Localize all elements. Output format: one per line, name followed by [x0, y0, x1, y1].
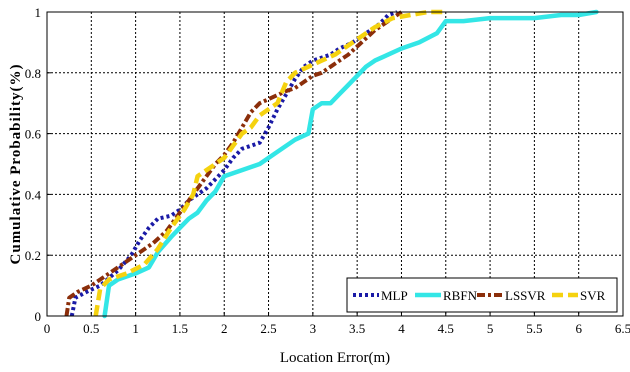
axis-ticks: 0 0.5 1 1.5 2 2.5 3 3.5 4 4.5 5 5.5 6 6.5 0 0.2 0.4 0.6 0.… [25, 5, 630, 336]
x-tick-label: 4.5 [438, 321, 454, 336]
legend-label-rbfn: RBFN [443, 288, 478, 303]
y-tick-label: 0.8 [25, 66, 41, 81]
y-tick-label: 0.4 [25, 187, 42, 202]
y-tick-label: 0.6 [25, 127, 42, 142]
legend: MLP RBFN LSSVR SVR [346, 277, 618, 313]
x-tick-label: 5.5 [526, 321, 542, 336]
x-tick-label: 3.5 [349, 321, 365, 336]
x-tick-label: 4 [398, 321, 405, 336]
legend-label-lssvr: LSSVR [505, 288, 546, 303]
y-tick-label: 0 [35, 309, 42, 324]
legend-label-svr: SVR [580, 288, 606, 303]
y-tick-label: 0.2 [25, 248, 41, 263]
series-line-mlp [69, 10, 398, 317]
y-axis-label: Cumulative Probability(%) [8, 64, 24, 265]
x-tick-label: 6.5 [615, 321, 630, 336]
series-line-rbfn [102, 9, 599, 319]
plot-frame [46, 11, 624, 317]
series-lines [64, 9, 599, 319]
x-tick-label: 1.5 [172, 321, 188, 336]
x-tick-label: 6 [575, 321, 582, 336]
x-tick-label: 0 [44, 321, 51, 336]
legend-label-mlp: MLP [381, 288, 408, 303]
grid-lines [47, 12, 623, 316]
x-tick-label: 2 [221, 321, 228, 336]
x-tick-label: 3 [310, 321, 317, 336]
x-axis-label: Location Error(m) [280, 350, 390, 366]
legend-items: MLP RBFN LSSVR SVR [353, 288, 606, 303]
series-line-svr [93, 9, 446, 317]
x-tick-label: 0.5 [83, 321, 99, 336]
x-tick-label: 5 [487, 321, 494, 336]
y-tick-label: 1 [35, 5, 42, 20]
x-tick-label: 2.5 [260, 321, 276, 336]
x-tick-label: 1 [132, 321, 139, 336]
